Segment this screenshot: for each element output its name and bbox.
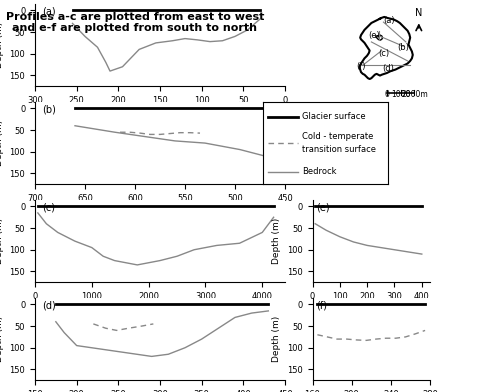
Text: 1000: 1000 — [391, 90, 410, 99]
Text: (e): (e) — [316, 203, 330, 213]
Text: (d): (d) — [42, 301, 56, 311]
Text: (a): (a) — [383, 16, 394, 25]
Text: Bedrock: Bedrock — [302, 167, 337, 176]
Y-axis label: Depth (m): Depth (m) — [272, 218, 281, 264]
Text: 2000m: 2000m — [402, 90, 428, 99]
X-axis label: Trace nr: Trace nr — [142, 209, 178, 218]
Text: Profiles a-c are plotted from east to west
and e-f are plotted from south to nor: Profiles a-c are plotted from east to we… — [6, 12, 264, 33]
Text: (b): (b) — [398, 43, 409, 52]
Y-axis label: Depth (m): Depth (m) — [0, 22, 4, 68]
Text: (d): (d) — [382, 64, 394, 73]
Text: (e): (e) — [368, 31, 380, 40]
Text: Cold - temperate: Cold - temperate — [302, 132, 374, 141]
Text: (f): (f) — [356, 62, 366, 71]
Y-axis label: Depth (m): Depth (m) — [272, 316, 281, 362]
Y-axis label: Depth (m): Depth (m) — [0, 120, 4, 166]
Y-axis label: Depth (m): Depth (m) — [0, 316, 4, 362]
Text: 0: 0 — [384, 90, 390, 99]
Text: (c): (c) — [378, 49, 390, 58]
Y-axis label: Depth (m): Depth (m) — [0, 218, 4, 264]
Text: (c): (c) — [42, 203, 56, 213]
X-axis label: Trace nr: Trace nr — [142, 111, 178, 120]
X-axis label: Distance (m): Distance (m) — [342, 307, 400, 316]
Text: Glacier surface: Glacier surface — [302, 112, 366, 121]
X-axis label: Distance (m): Distance (m) — [131, 307, 189, 316]
Text: (b): (b) — [42, 105, 56, 115]
Text: N: N — [415, 8, 422, 18]
Text: transition surface: transition surface — [302, 145, 376, 154]
Text: (f): (f) — [316, 301, 327, 311]
Text: (a): (a) — [42, 7, 56, 17]
